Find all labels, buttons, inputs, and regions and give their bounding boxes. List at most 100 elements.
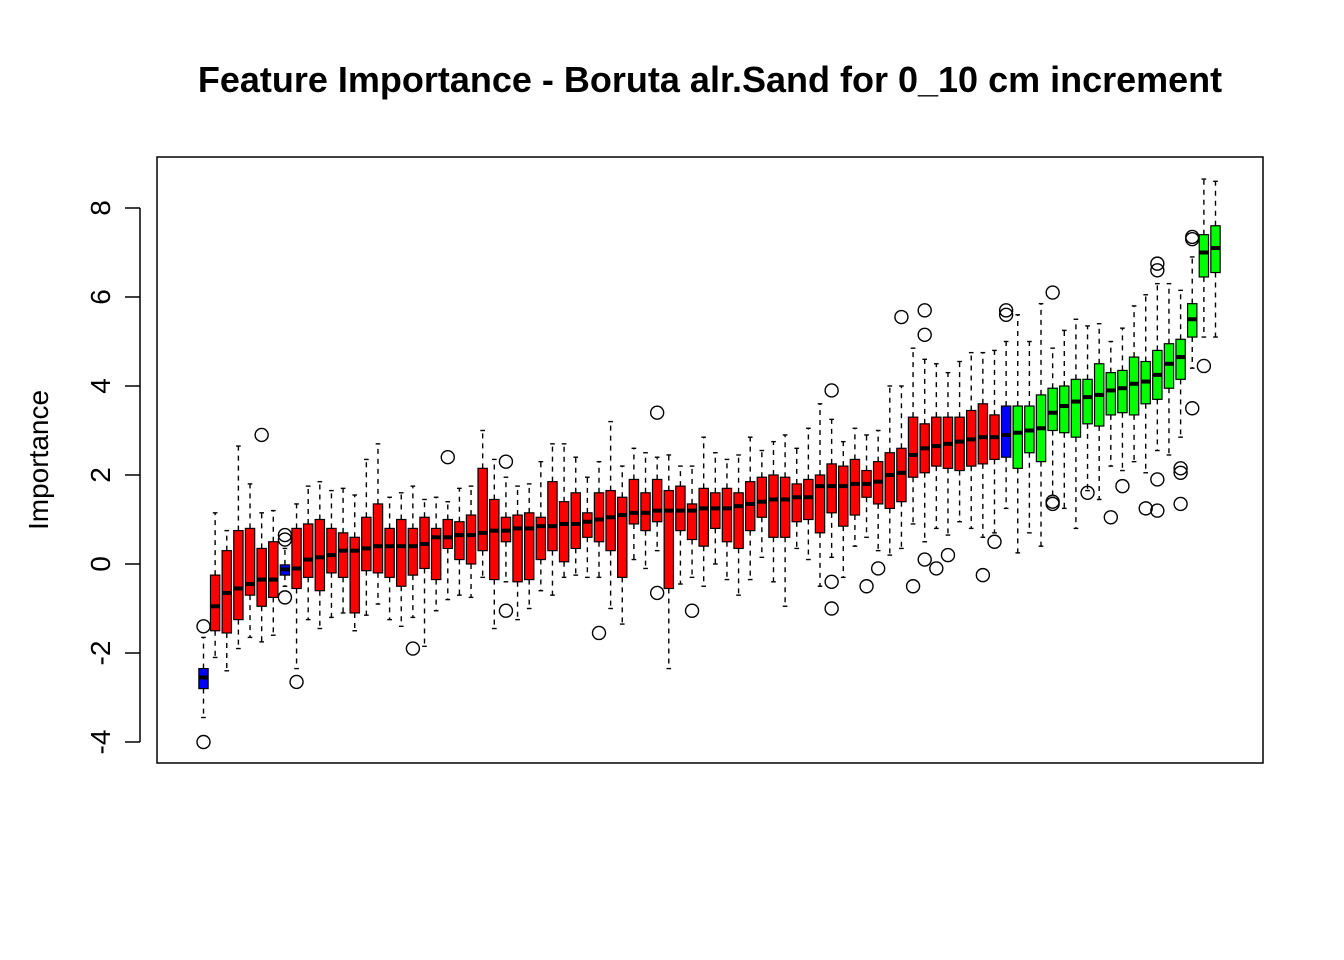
box-body xyxy=(233,530,244,621)
box-confirmed xyxy=(1080,325,1095,500)
box-rejected xyxy=(698,436,709,587)
y-tick-label: 2 xyxy=(85,467,116,483)
outlier-point xyxy=(1103,510,1119,525)
box-rejected xyxy=(430,496,442,612)
box-rejected xyxy=(779,434,791,607)
box-body xyxy=(558,501,570,563)
box-rejected xyxy=(361,458,372,616)
y-tick-label: -4 xyxy=(85,730,116,755)
box-body xyxy=(628,478,640,525)
box-rejected xyxy=(221,529,233,672)
outlier-point xyxy=(1045,494,1060,509)
box-body xyxy=(407,527,419,576)
box-confirmed xyxy=(1185,229,1200,416)
box-body xyxy=(651,478,663,523)
box-shadow xyxy=(998,303,1014,510)
box-rejected xyxy=(710,452,721,565)
box-rejected xyxy=(894,309,909,550)
outlier-point xyxy=(1150,472,1165,487)
box-rejected xyxy=(605,420,616,610)
box-confirmed xyxy=(1093,323,1105,501)
box-confirmed xyxy=(1173,289,1188,512)
box-body xyxy=(535,516,547,561)
outlier-point xyxy=(917,327,932,343)
box-rejected xyxy=(268,509,279,636)
box-body xyxy=(954,416,965,472)
box-rejected xyxy=(617,465,628,625)
outlier-point xyxy=(824,383,839,398)
outlier-point xyxy=(277,590,293,605)
box-body xyxy=(826,463,837,514)
outlier-point xyxy=(894,309,909,325)
outlier-point xyxy=(940,547,956,563)
box-rejected xyxy=(744,436,756,581)
box-body xyxy=(907,416,919,478)
outlier-point xyxy=(1138,501,1153,516)
box-rejected xyxy=(859,434,874,594)
outlier-point xyxy=(649,405,665,420)
outlier-point xyxy=(591,625,607,641)
box-body xyxy=(512,514,523,583)
box-body xyxy=(442,518,454,550)
outlier-point xyxy=(1173,496,1188,512)
box-rejected xyxy=(975,351,991,583)
box-rejected xyxy=(684,465,700,618)
box-body xyxy=(430,527,442,581)
box-body xyxy=(803,478,814,521)
box-body xyxy=(779,476,791,538)
box-body xyxy=(838,465,849,527)
box-rejected xyxy=(628,447,640,561)
box-rejected xyxy=(209,512,221,659)
box-rejected xyxy=(289,503,304,690)
box-body xyxy=(570,492,581,550)
box-body xyxy=(791,483,802,523)
box-body xyxy=(849,458,861,516)
box-confirmed xyxy=(1115,327,1130,494)
outlier-point xyxy=(917,303,932,318)
outlier-point xyxy=(859,579,874,594)
box-rejected xyxy=(884,385,896,556)
box-body xyxy=(593,492,605,543)
box-rejected xyxy=(649,405,665,601)
outlier-point xyxy=(905,579,921,594)
outlier-point xyxy=(824,574,839,589)
box-rejected xyxy=(570,456,581,576)
box-body xyxy=(1117,369,1128,414)
outlier-point xyxy=(196,734,211,750)
box-rejected xyxy=(824,383,839,616)
box-rejected xyxy=(326,489,337,619)
box-rejected xyxy=(905,347,921,594)
box-body xyxy=(768,474,779,538)
box-confirmed xyxy=(1059,329,1070,510)
y-axis-ticks: -4 -2 0 2 4 6 8 xyxy=(85,200,140,754)
box-rejected xyxy=(512,485,523,621)
box-rejected xyxy=(384,496,395,621)
plot-frame xyxy=(156,156,1264,764)
box-body xyxy=(384,527,395,578)
box-rejected xyxy=(965,351,977,530)
outlier-point xyxy=(998,303,1014,318)
box-body xyxy=(605,489,616,552)
box-body xyxy=(756,476,768,518)
box-body xyxy=(244,527,256,596)
box-body xyxy=(465,514,477,565)
box-body xyxy=(395,518,407,587)
y-tick-label: 4 xyxy=(85,378,116,394)
outlier-point xyxy=(649,585,665,601)
outlier-point xyxy=(196,619,211,634)
box-rejected xyxy=(929,363,944,576)
box-body xyxy=(454,521,465,561)
box-body xyxy=(1198,234,1210,278)
outlier-point xyxy=(998,307,1014,322)
outlier-point xyxy=(498,603,514,618)
box-rejected xyxy=(663,454,675,670)
box-body xyxy=(326,527,337,574)
box-rejected xyxy=(733,454,744,596)
box-rejected xyxy=(954,360,965,523)
box-rejected xyxy=(547,443,558,596)
box-rejected xyxy=(244,483,256,639)
outlier-point xyxy=(1196,358,1212,374)
box-body xyxy=(268,541,279,598)
box-body xyxy=(663,489,675,590)
box-body xyxy=(256,547,267,607)
